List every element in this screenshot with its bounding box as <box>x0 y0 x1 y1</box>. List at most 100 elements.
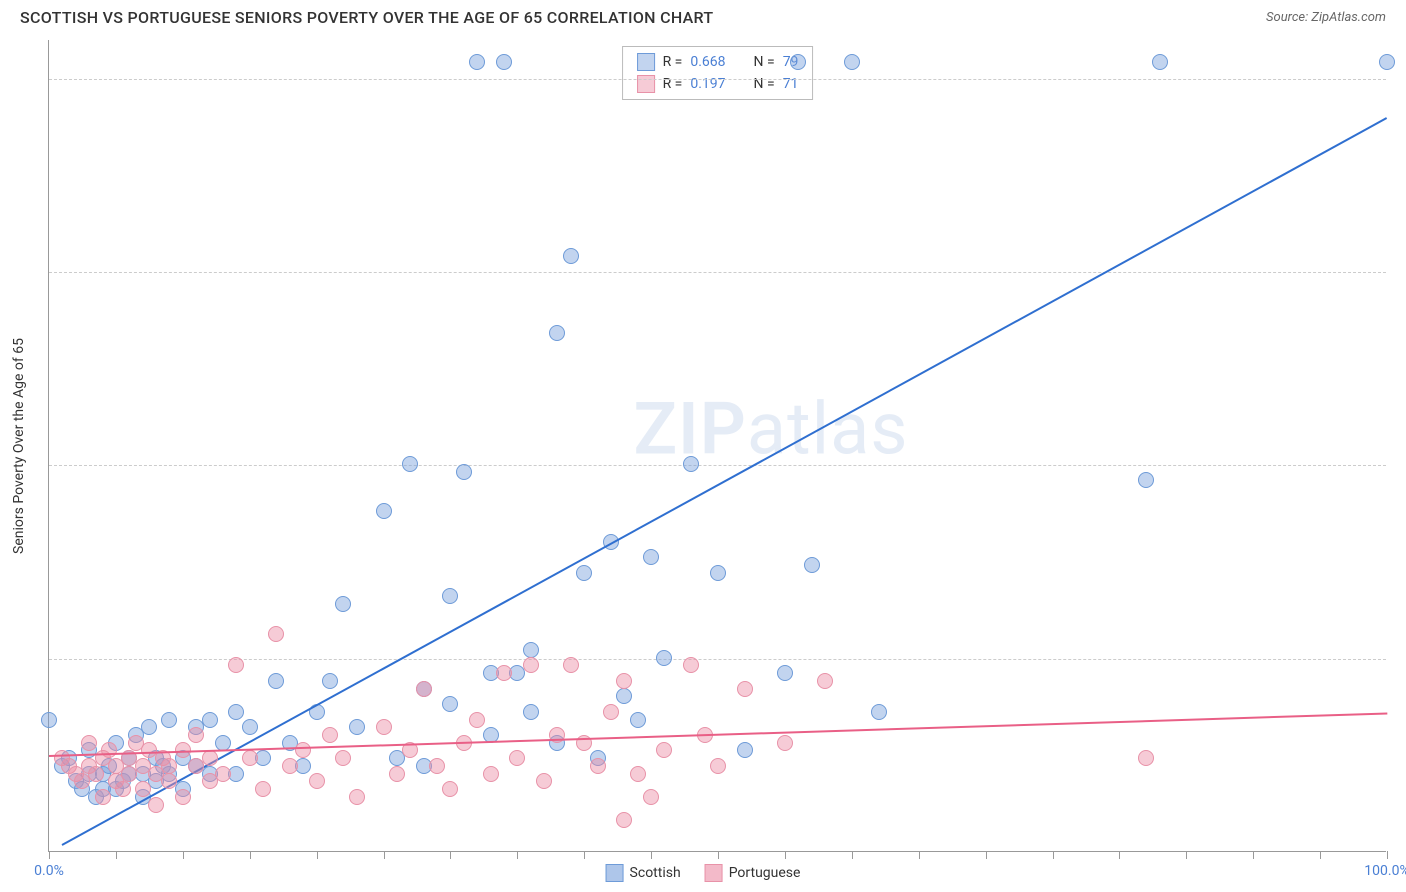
y-axis-label: Seniors Poverty Over the Age of 65 <box>11 338 27 554</box>
legend-label: Portuguese <box>729 865 801 881</box>
data-point <box>282 758 298 774</box>
data-point <box>402 456 418 472</box>
data-point <box>228 657 244 673</box>
data-point <box>202 750 218 766</box>
x-tick <box>584 851 585 859</box>
data-point <box>161 773 177 789</box>
data-point <box>1138 472 1154 488</box>
legend-swatch <box>606 864 624 882</box>
x-tick <box>852 851 853 859</box>
legend-stat-row: R = 0.668N = 79 <box>637 51 799 73</box>
data-point <box>202 712 218 728</box>
data-point <box>523 704 539 720</box>
data-point <box>630 766 646 782</box>
correlation-legend: R = 0.668N = 79R = 0.197N = 71 <box>622 46 814 100</box>
chart-title: SCOTTISH VS PORTUGUESE SENIORS POVERTY O… <box>20 8 713 27</box>
legend-item: Scottish <box>606 864 681 882</box>
x-tick <box>517 851 518 859</box>
x-tick <box>450 851 451 859</box>
data-point <box>590 758 606 774</box>
data-point <box>161 758 177 774</box>
data-point <box>509 750 525 766</box>
data-point <box>1138 750 1154 766</box>
x-tick-label: 0.0% <box>34 863 64 879</box>
x-tick <box>1119 851 1120 859</box>
data-point <box>101 742 117 758</box>
data-point <box>442 588 458 604</box>
data-point <box>268 673 284 689</box>
data-point <box>790 54 806 70</box>
data-point <box>268 626 284 642</box>
data-point <box>496 54 512 70</box>
gridline <box>49 272 1386 273</box>
legend-item: Portuguese <box>705 864 801 882</box>
x-tick <box>1053 851 1054 859</box>
data-point <box>442 781 458 797</box>
data-point <box>844 54 860 70</box>
data-point <box>549 325 565 341</box>
data-point <box>429 758 445 774</box>
data-point <box>630 712 646 728</box>
data-point <box>228 704 244 720</box>
data-point <box>469 712 485 728</box>
data-point <box>563 657 579 673</box>
y-tick-label: 100.0% <box>1396 85 1406 101</box>
data-point <box>616 688 632 704</box>
data-point <box>576 565 592 581</box>
data-point <box>95 789 111 805</box>
data-point <box>175 789 191 805</box>
scatter-chart: Seniors Poverty Over the Age of 65 ZIPat… <box>48 40 1386 852</box>
x-tick <box>718 851 719 859</box>
data-point <box>523 657 539 673</box>
data-point <box>710 565 726 581</box>
data-point <box>1379 54 1395 70</box>
y-tick-label: 50.0% <box>1396 471 1406 487</box>
watermark: ZIPatlas <box>633 387 908 472</box>
data-point <box>643 789 659 805</box>
data-point <box>335 750 351 766</box>
data-point <box>81 735 97 751</box>
data-point <box>683 657 699 673</box>
x-tick <box>651 851 652 859</box>
data-point <box>643 549 659 565</box>
trend-line <box>62 117 1388 846</box>
data-point <box>376 503 392 519</box>
data-point <box>737 681 753 697</box>
x-tick <box>1387 851 1388 859</box>
data-point <box>242 719 258 735</box>
data-point <box>161 712 177 728</box>
data-point <box>322 673 338 689</box>
data-point <box>88 766 104 782</box>
data-point <box>496 665 512 681</box>
data-point <box>349 789 365 805</box>
data-point <box>215 766 231 782</box>
data-point <box>817 673 833 689</box>
x-tick <box>384 851 385 859</box>
data-point <box>309 773 325 789</box>
data-point <box>871 704 887 720</box>
data-point <box>523 642 539 658</box>
x-tick <box>986 851 987 859</box>
legend-swatch <box>637 53 655 71</box>
gridline <box>49 659 1386 660</box>
x-tick-label: 100.0% <box>1364 863 1406 879</box>
data-point <box>255 781 271 797</box>
data-point <box>777 665 793 681</box>
legend-stat-row: R = 0.197N = 71 <box>637 73 799 95</box>
data-point <box>115 781 131 797</box>
data-point <box>1152 54 1168 70</box>
data-point <box>322 727 338 743</box>
data-point <box>616 812 632 828</box>
data-point <box>483 766 499 782</box>
data-point <box>563 248 579 264</box>
r-value: 0.668 <box>690 54 725 70</box>
data-point <box>188 727 204 743</box>
data-point <box>683 456 699 472</box>
data-point <box>416 681 432 697</box>
y-tick-label: 75.0% <box>1396 278 1406 294</box>
data-point <box>804 557 820 573</box>
x-tick <box>250 851 251 859</box>
data-point <box>349 719 365 735</box>
data-point <box>456 464 472 480</box>
x-tick <box>919 851 920 859</box>
